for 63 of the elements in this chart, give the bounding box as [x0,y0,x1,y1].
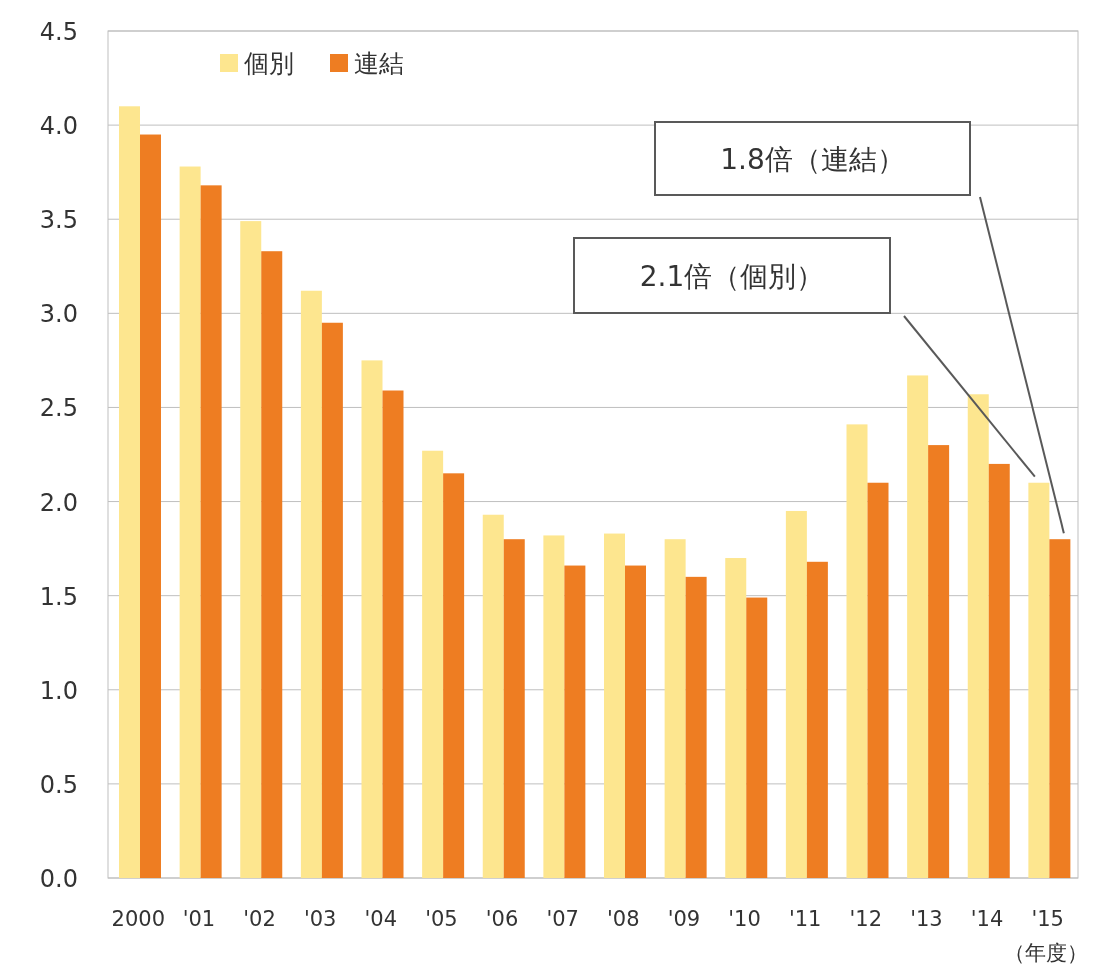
annotation: 2.1倍（個別） [639,259,825,293]
bar [119,106,140,878]
y-tick-label: 0.5 [39,770,78,799]
bar [846,424,868,878]
y-tick-label: 3.0 [39,300,78,329]
x-axis-title: （年度） [1004,941,1088,965]
bar [928,445,950,878]
y-tick-label: 4.5 [39,18,78,46]
bar [482,514,504,878]
bar [685,576,707,878]
x-tick-label: '11 [788,907,822,931]
x-tick-label: '12 [849,907,883,931]
bar [604,533,625,878]
bar [1028,482,1050,878]
x-tick-label: '09 [667,907,701,931]
bar [664,539,686,878]
bar [321,322,343,878]
y-tick-label: 3.5 [39,206,78,235]
x-tick-label: 2000 [111,907,166,931]
x-tick-label: '08 [607,907,640,931]
bar [564,565,586,878]
bar [543,535,565,878]
x-tick-label: '10 [728,907,761,931]
y-tick-label: 0.0 [39,865,78,893]
bar [382,390,404,878]
annotation: 1.8倍（連結） [720,142,905,176]
bar [907,375,929,878]
bar [785,510,807,878]
bar [179,166,201,878]
x-tick-label: '06 [485,907,519,931]
bar [503,539,525,878]
bar [361,360,383,878]
y-tick-label: 2.5 [39,394,78,423]
x-tick-label: '02 [243,907,276,931]
x-tick-label: '13 [910,907,943,931]
bar [422,450,444,878]
x-tick-label: '07 [546,907,579,931]
y-tick-label: 1.5 [39,582,78,611]
bar [867,482,889,878]
y-tick-label: 4.0 [39,112,78,141]
x-tick-label: '03 [303,907,337,931]
bar [240,221,262,878]
y-tick-label: 1.0 [39,676,78,705]
x-tick-label: '14 [970,907,1004,931]
x-tick-label: '05 [425,907,458,931]
y-tick-label: 2.0 [39,488,78,517]
bar [967,394,989,878]
bar [806,561,828,878]
bar [746,597,768,878]
legend-label: 連結 [354,49,404,78]
bar [725,558,747,878]
bar [625,565,646,878]
x-tick-label: '01 [182,907,216,931]
bar [300,290,322,878]
x-tick-label: '04 [364,907,398,931]
bar [261,251,283,878]
legend-label: 個別 [244,49,294,78]
bar [988,463,1010,878]
bar [1049,539,1071,878]
bar [140,134,161,878]
x-tick-label: '15 [1031,907,1064,931]
bar [200,185,222,878]
bar [443,473,465,878]
